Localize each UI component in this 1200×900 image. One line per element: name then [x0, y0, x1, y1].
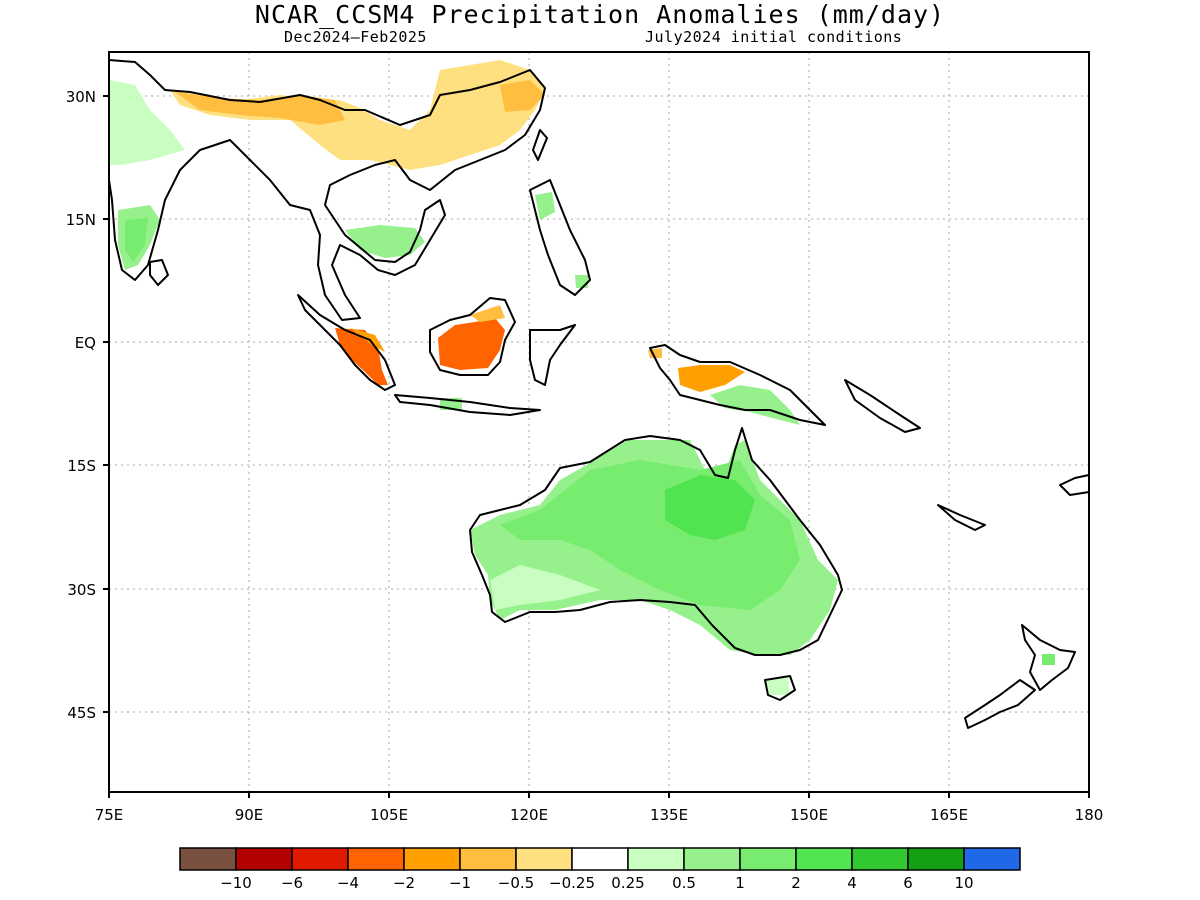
colorbar-label: 2: [791, 874, 801, 892]
new-caledonia-coastline: [937, 504, 986, 531]
chart-title: NCAR_CCSM4 Precipitation Anomalies (mm/d…: [254, 0, 946, 29]
map-gridlines: [109, 52, 1089, 792]
lon-label: 75E: [95, 806, 124, 824]
lat-label: 45S: [67, 704, 96, 722]
china-dry-anomaly: [175, 92, 345, 125]
lon-label: 150E: [790, 806, 828, 824]
colorbar-swatch: [795, 847, 853, 871]
colorbar-swatch: [963, 847, 1021, 871]
colorbar-label: −2: [393, 874, 415, 892]
lon-ticks: [108, 792, 1090, 798]
colorbar-label: 4: [847, 874, 857, 892]
lon-label: 120E: [510, 806, 548, 824]
australia-coastline: [469, 427, 843, 656]
philippines-coastline: [529, 179, 591, 296]
colorbar-swatch: [739, 847, 797, 871]
indochina-wet-anomaly: [345, 225, 425, 258]
lat-ticks: [103, 95, 109, 713]
lat-label: 30S: [67, 581, 96, 599]
colorbar-label: −6: [281, 874, 303, 892]
philippines-wet-anomaly: [535, 192, 555, 220]
lon-label: 135E: [650, 806, 688, 824]
java-coastline: [394, 394, 541, 416]
sulawesi-coastline: [529, 324, 576, 386]
borneo-dry-anomaly: [438, 318, 505, 370]
lon-label: 165E: [930, 806, 968, 824]
colorbar-label: 6: [903, 874, 913, 892]
lat-label: EQ: [75, 334, 96, 352]
colorbar-swatch: [235, 847, 293, 871]
colorbar-label: 0.5: [672, 874, 696, 892]
solomon-islands-coastline: [844, 379, 921, 433]
colorbar-swatch: [403, 847, 461, 871]
new-guinea-coastline: [649, 344, 826, 426]
philippines-wet-anomaly: [575, 275, 588, 288]
nz-south-coastline: [964, 679, 1036, 729]
sri-lanka-coastline: [149, 259, 169, 286]
colorbar-label: −4: [337, 874, 359, 892]
fiji-coastline: [1059, 474, 1089, 496]
colorbar-label: −1: [449, 874, 471, 892]
new-guinea-wet-anomaly: [710, 385, 800, 425]
nz-north-coastline: [1021, 624, 1076, 691]
nz-wet-anomaly: [1042, 654, 1055, 665]
china-dry-anomaly: [170, 60, 545, 170]
colorbar-swatch: [571, 847, 629, 871]
new-guinea-dry-anomaly: [678, 365, 745, 392]
colorbar: −10 −6 −4 −2 −1 −0.5 −0.25 0.25 0.5 1 2 4 6 10: [179, 847, 1021, 892]
colorbar-label: 10: [954, 874, 973, 892]
tasmania-wet-anomaly: [765, 678, 790, 695]
australia-strong-anomaly: [665, 475, 755, 540]
mainland-asia-coastline: [109, 59, 546, 321]
tasmania-coastline: [764, 675, 796, 701]
sumatra-coastline: [297, 294, 396, 391]
lat-label: 15N: [66, 211, 96, 229]
colorbar-swatch: [291, 847, 349, 871]
sumatra-dry-anomaly: [335, 328, 388, 385]
colorbar-label: −0.5: [498, 874, 534, 892]
lon-label: 90E: [235, 806, 264, 824]
colorbar-swatch: [515, 847, 573, 871]
australia-wet-anomaly: [490, 565, 600, 610]
borneo-coastline: [429, 297, 516, 376]
colorbar-label: −0.25: [549, 874, 595, 892]
taiwan-coastline: [532, 129, 548, 161]
colorbar-swatch: [683, 847, 741, 871]
lon-label: 105E: [370, 806, 408, 824]
season-label: Dec2024–Feb2025: [284, 28, 427, 46]
india-wet-anomaly: [125, 218, 148, 262]
colorbar-swatch: [459, 847, 517, 871]
lat-label: 15S: [67, 457, 96, 475]
init-conditions-label: July2024 initial conditions: [645, 28, 903, 46]
colorbar-swatch: [347, 847, 405, 871]
colorbar-label: −10: [220, 874, 252, 892]
colorbar-label: 0.25: [611, 874, 644, 892]
colorbar-swatch: [851, 847, 909, 871]
colorbar-swatch: [627, 847, 685, 871]
lon-label: 180: [1075, 806, 1104, 824]
borneo-margin-anomaly: [470, 305, 505, 322]
colorbar-label: 1: [735, 874, 745, 892]
colorbar-swatch: [179, 847, 237, 871]
china-dry-anomaly: [500, 80, 545, 112]
lat-label: 30N: [66, 88, 96, 106]
coastlines: [109, 59, 1089, 729]
colorbar-swatch: [907, 847, 965, 871]
india-wet-anomaly: [109, 80, 185, 165]
map-frame: [108, 51, 1090, 793]
